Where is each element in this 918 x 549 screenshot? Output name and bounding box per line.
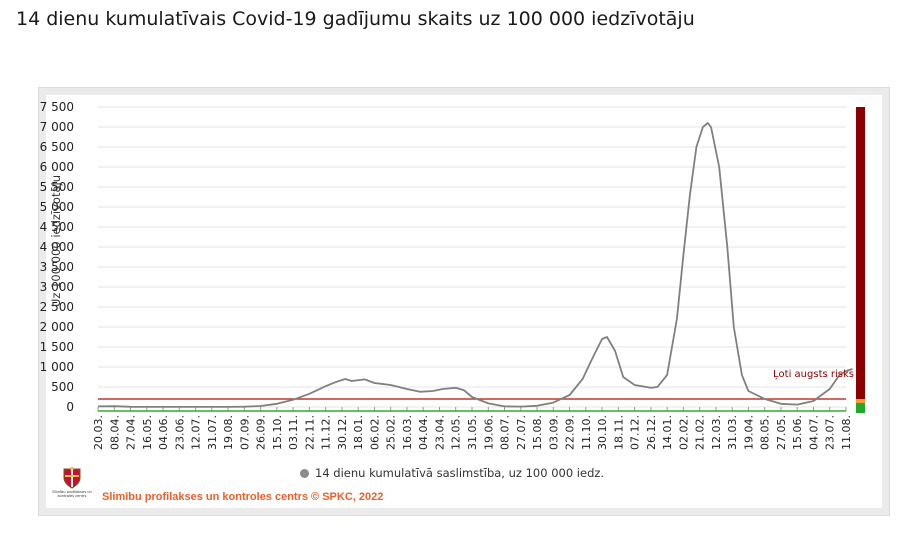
x-tick-label: 26.12. — [645, 415, 658, 450]
x-tick-label: 12.03. — [710, 415, 723, 450]
page-title: 14 dienu kumulatīvais Covid-19 gadījumu … — [16, 8, 695, 30]
x-tick-label: 08.04. — [108, 415, 121, 450]
risk-band-1 — [856, 399, 865, 403]
x-tick-label: 21.02. — [694, 415, 707, 450]
x-tick-label: 04.07. — [807, 415, 820, 450]
risk-band-2 — [856, 403, 865, 413]
x-tick-label: 23.04. — [433, 415, 446, 450]
x-tick-label: 04.06. — [157, 415, 170, 450]
x-tick-label: 27.07. — [515, 415, 528, 450]
threshold-lines — [98, 398, 846, 412]
x-tick-label: 02.02. — [677, 415, 690, 450]
x-tick-label: 15.10. — [271, 415, 284, 450]
covid-incidence-line-chart: 0 500 1 000 1 500 2 000 2 500 3 000 3 500 4 000 4… — [40, 100, 865, 450]
y-axis-label: Uz 100 000 iedzīvotāju — [49, 175, 63, 307]
x-tick-label: 07.12. — [629, 415, 642, 450]
x-tick-label: 08.07. — [499, 415, 512, 450]
x-tick-label: 07.09. — [238, 415, 251, 450]
x-tick-label: 04.04. — [417, 415, 430, 450]
legend-marker — [300, 468, 309, 478]
x-tick-label: 27.05. — [775, 415, 788, 450]
coat-of-arms-icon — [63, 466, 81, 489]
y-tick-label-1500: 1 500 — [40, 340, 74, 354]
chart-card-inner — [46, 95, 882, 508]
x-tick-label: 08.05. — [759, 415, 772, 450]
x-tick-label: 31.07. — [206, 415, 219, 450]
risk-band-0 — [856, 107, 865, 399]
x-tick-label: 19.04. — [742, 415, 755, 450]
x-tick-label: 16.03. — [401, 415, 414, 450]
x-tick-label: 03.09. — [547, 415, 560, 450]
footer-credit: Slimību profilakses un kontroles centrs … — [102, 491, 384, 503]
x-tick-label: 25.02. — [385, 415, 398, 450]
spkc-logo: Slimību profilakses un kontroles centrs — [50, 466, 94, 506]
x-tick-label: 20.03. — [92, 415, 105, 450]
risk-band-label: Ļoti augsts risks — [773, 369, 854, 380]
y-tick-label-3000: 3 000 — [40, 280, 74, 294]
chart-legend[interactable]: 14 dienu kumulatīvā saslimstība, uz 100 … — [300, 466, 604, 480]
x-tick-label: 26.09. — [255, 415, 268, 450]
series-lines — [97, 122, 853, 408]
x-tick-label: 22.11. — [303, 415, 316, 450]
risk-bands: Ļoti augsts risks — [773, 107, 865, 413]
x-tick-label: 03.11. — [287, 415, 300, 450]
x-tick-label: 16.05. — [141, 415, 154, 450]
y-tick-label-2000: 2 000 — [40, 320, 74, 334]
y-tick-label-7000: 7 000 — [40, 120, 74, 134]
gridlines — [98, 106, 846, 408]
legend-label: 14 dienu kumulatīvā saslimstība, uz 100 … — [315, 466, 605, 480]
x-tick-label: 22.09. — [564, 415, 577, 450]
x-tick-label: 15.06. — [791, 415, 804, 450]
x-tick-label: 19.06. — [482, 415, 495, 450]
logo-text-line1: Slimību profilakses un — [52, 490, 92, 494]
x-axis-tick-labels: 20.03. 08.04. 27.04. 16.05. 04.06. 23.06. 12.0… — [92, 407, 853, 450]
x-tick-label: 23.07. — [824, 415, 837, 450]
x-tick-label: 14.01. — [661, 415, 674, 450]
x-tick-label: 30.10. — [596, 415, 609, 450]
y-tick-label-4000: 4 000 — [40, 240, 74, 254]
x-tick-label: 12.07. — [190, 415, 203, 450]
y-tick-label-1000: 1 000 — [40, 360, 74, 374]
y-tick-label-6500: 6 500 — [40, 140, 74, 154]
x-tick-label: 11.12. — [320, 415, 333, 450]
x-tick-label: 18.01. — [352, 415, 365, 450]
chart-card — [38, 87, 890, 516]
x-tick-label: 06.02. — [368, 415, 381, 450]
y-tick-label-0: 0 — [66, 400, 74, 414]
x-tick-label: 27.04. — [125, 415, 138, 450]
x-tick-label: 15.08. — [531, 415, 544, 450]
x-tick-label: 30.12. — [336, 415, 349, 450]
y-tick-label-500: 500 — [51, 380, 74, 394]
x-tick-label: 23.06. — [173, 415, 186, 450]
series-line-0 — [97, 122, 853, 408]
x-tick-label: 19.08. — [222, 415, 235, 450]
y-tick-label-4500: 4 500 — [40, 220, 74, 234]
y-tick-label-6000: 6 000 — [40, 160, 74, 174]
y-axis-tick-labels: 0 500 1 000 1 500 2 000 2 500 3 000 3 500 4 000 4… — [40, 100, 74, 414]
x-tick-label: 18.11. — [612, 415, 625, 450]
x-tick-label: 12.05. — [450, 415, 463, 450]
x-tick-label: 11.10. — [580, 415, 593, 450]
logo-text-line2: kontroles centrs — [57, 494, 87, 498]
y-tick-label-5500: 5 500 — [40, 180, 74, 194]
y-tick-label-5000: 5 000 — [40, 200, 74, 214]
x-tick-label: 31.03. — [726, 415, 739, 450]
x-tick-label: 31.05. — [466, 415, 479, 450]
y-tick-label-2500: 2 500 — [40, 300, 74, 314]
y-tick-label-3500: 3 500 — [40, 260, 74, 274]
y-tick-label-7500: 7 500 — [40, 100, 74, 114]
x-tick-label: 11.08. — [840, 415, 853, 450]
